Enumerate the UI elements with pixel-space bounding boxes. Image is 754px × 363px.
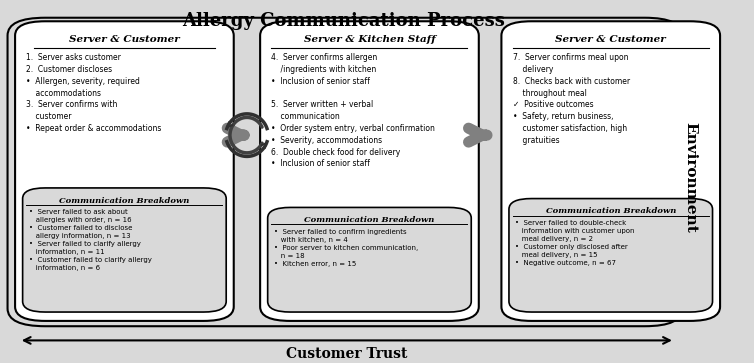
Text: Server & Customer: Server & Customer [69,36,179,44]
Text: 7.  Server confirms meal upon
    delivery
8.  Checks back with customer
    thr: 7. Server confirms meal upon delivery 8.… [513,53,630,145]
Text: 4.  Server confirms allergen
    /ingredients with kitchen
•  Inclusion of senio: 4. Server confirms allergen /ingredients… [271,53,435,168]
FancyBboxPatch shape [8,18,682,326]
Text: Communication Breakdown: Communication Breakdown [60,197,189,205]
Text: Communication Breakdown: Communication Breakdown [546,207,676,215]
FancyBboxPatch shape [23,188,226,312]
Text: •  Server failed to confirm ingredients
   with kitchen, n = 4
•  Poor server to: • Server failed to confirm ingredients w… [274,229,418,267]
Text: Allergy Communication Process: Allergy Communication Process [182,12,504,30]
FancyBboxPatch shape [509,199,713,312]
Text: •  Server failed to double-check
   information with customer upon
   meal deliv: • Server failed to double-check informat… [515,220,634,266]
Text: Communication Breakdown: Communication Breakdown [305,216,434,224]
Text: Customer Trust: Customer Trust [287,347,407,362]
Text: Server & Kitchen Staff: Server & Kitchen Staff [304,36,435,44]
FancyBboxPatch shape [260,21,479,321]
Text: Environment: Environment [683,122,697,233]
FancyBboxPatch shape [15,21,234,321]
Text: •  Server failed to ask about
   allergies with order, n = 16
•  Customer failed: • Server failed to ask about allergies w… [29,209,152,271]
FancyBboxPatch shape [268,207,471,312]
FancyBboxPatch shape [501,21,720,321]
Text: Server & Customer: Server & Customer [556,36,666,44]
Text: 1.  Server asks customer
2.  Customer discloses
•  Allergen, severity, required
: 1. Server asks customer 2. Customer disc… [26,53,162,133]
